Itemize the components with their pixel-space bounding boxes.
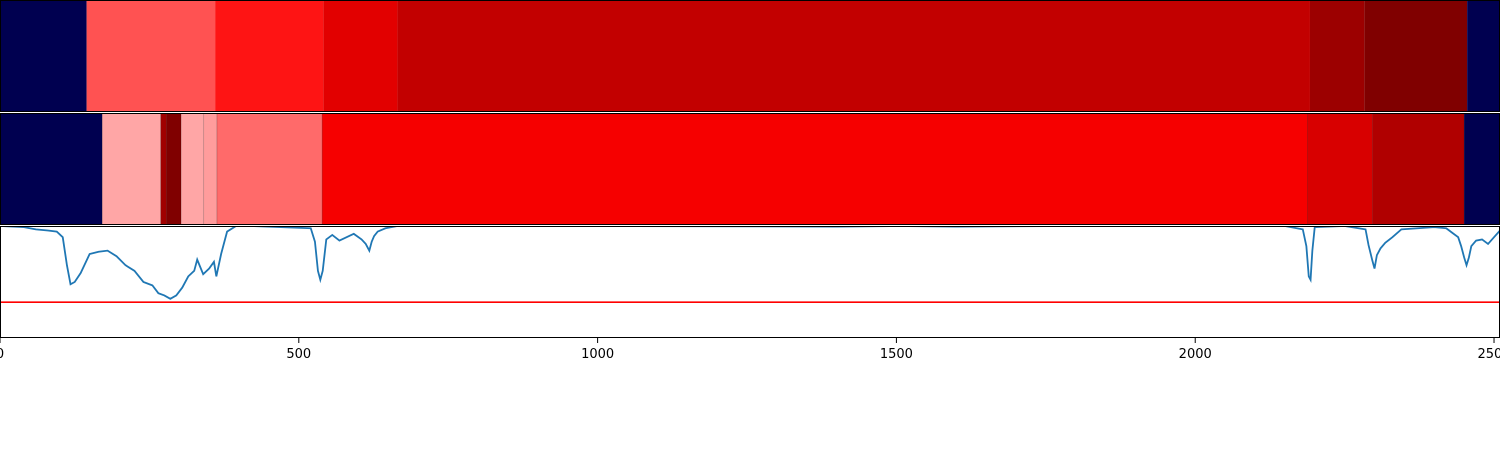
heatmap-cell-2-2 [102, 113, 161, 225]
heatmap-cell-2-9 [1307, 113, 1373, 225]
panel-frame-3 [0, 226, 1500, 338]
x-tick-label-2000: 2000 [1179, 347, 1212, 362]
heatmap-cell-2-5 [181, 113, 204, 225]
heatmap-strip-middle [0, 113, 1500, 225]
heatmap-cell-2-4 [166, 113, 182, 225]
heatmap-cell-1-1 [0, 0, 87, 112]
heatmap-cell-1-6 [1309, 0, 1365, 112]
heatmap-cell-1-8 [1467, 0, 1500, 112]
heatmap-cell-2-8 [322, 113, 1308, 225]
heatmap-cell-1-2 [86, 0, 216, 112]
heatmap-cell-1-5 [397, 0, 1310, 112]
x-tick-label-500: 500 [286, 347, 311, 362]
line-plot-panel [0, 226, 1500, 303]
x-tick-label-1500: 1500 [880, 347, 913, 362]
heatmap-cell-2-3 [160, 113, 167, 225]
series-line [0, 226, 1500, 300]
x-tick-label-2500: 2500 [1477, 347, 1500, 362]
heatmap-cell-2-1 [0, 113, 103, 225]
heatmap-cell-1-4 [323, 0, 398, 112]
heatmap-cell-2-7 [216, 113, 323, 225]
heatmap-strip-top [0, 0, 1500, 112]
heatmap-cell-2-11 [1464, 113, 1500, 225]
heatmap-cell-2-6 [203, 113, 217, 225]
x-tick-label-0: 0 [0, 347, 4, 362]
heatmap-cell-1-7 [1364, 0, 1468, 112]
x-tick-label-1000: 1000 [581, 347, 614, 362]
heatmap-cell-1-3 [215, 0, 324, 112]
heatmap-cell-2-10 [1372, 113, 1465, 225]
x-axis: 0 500 1000 1500 2000 2500 [0, 338, 1500, 362]
